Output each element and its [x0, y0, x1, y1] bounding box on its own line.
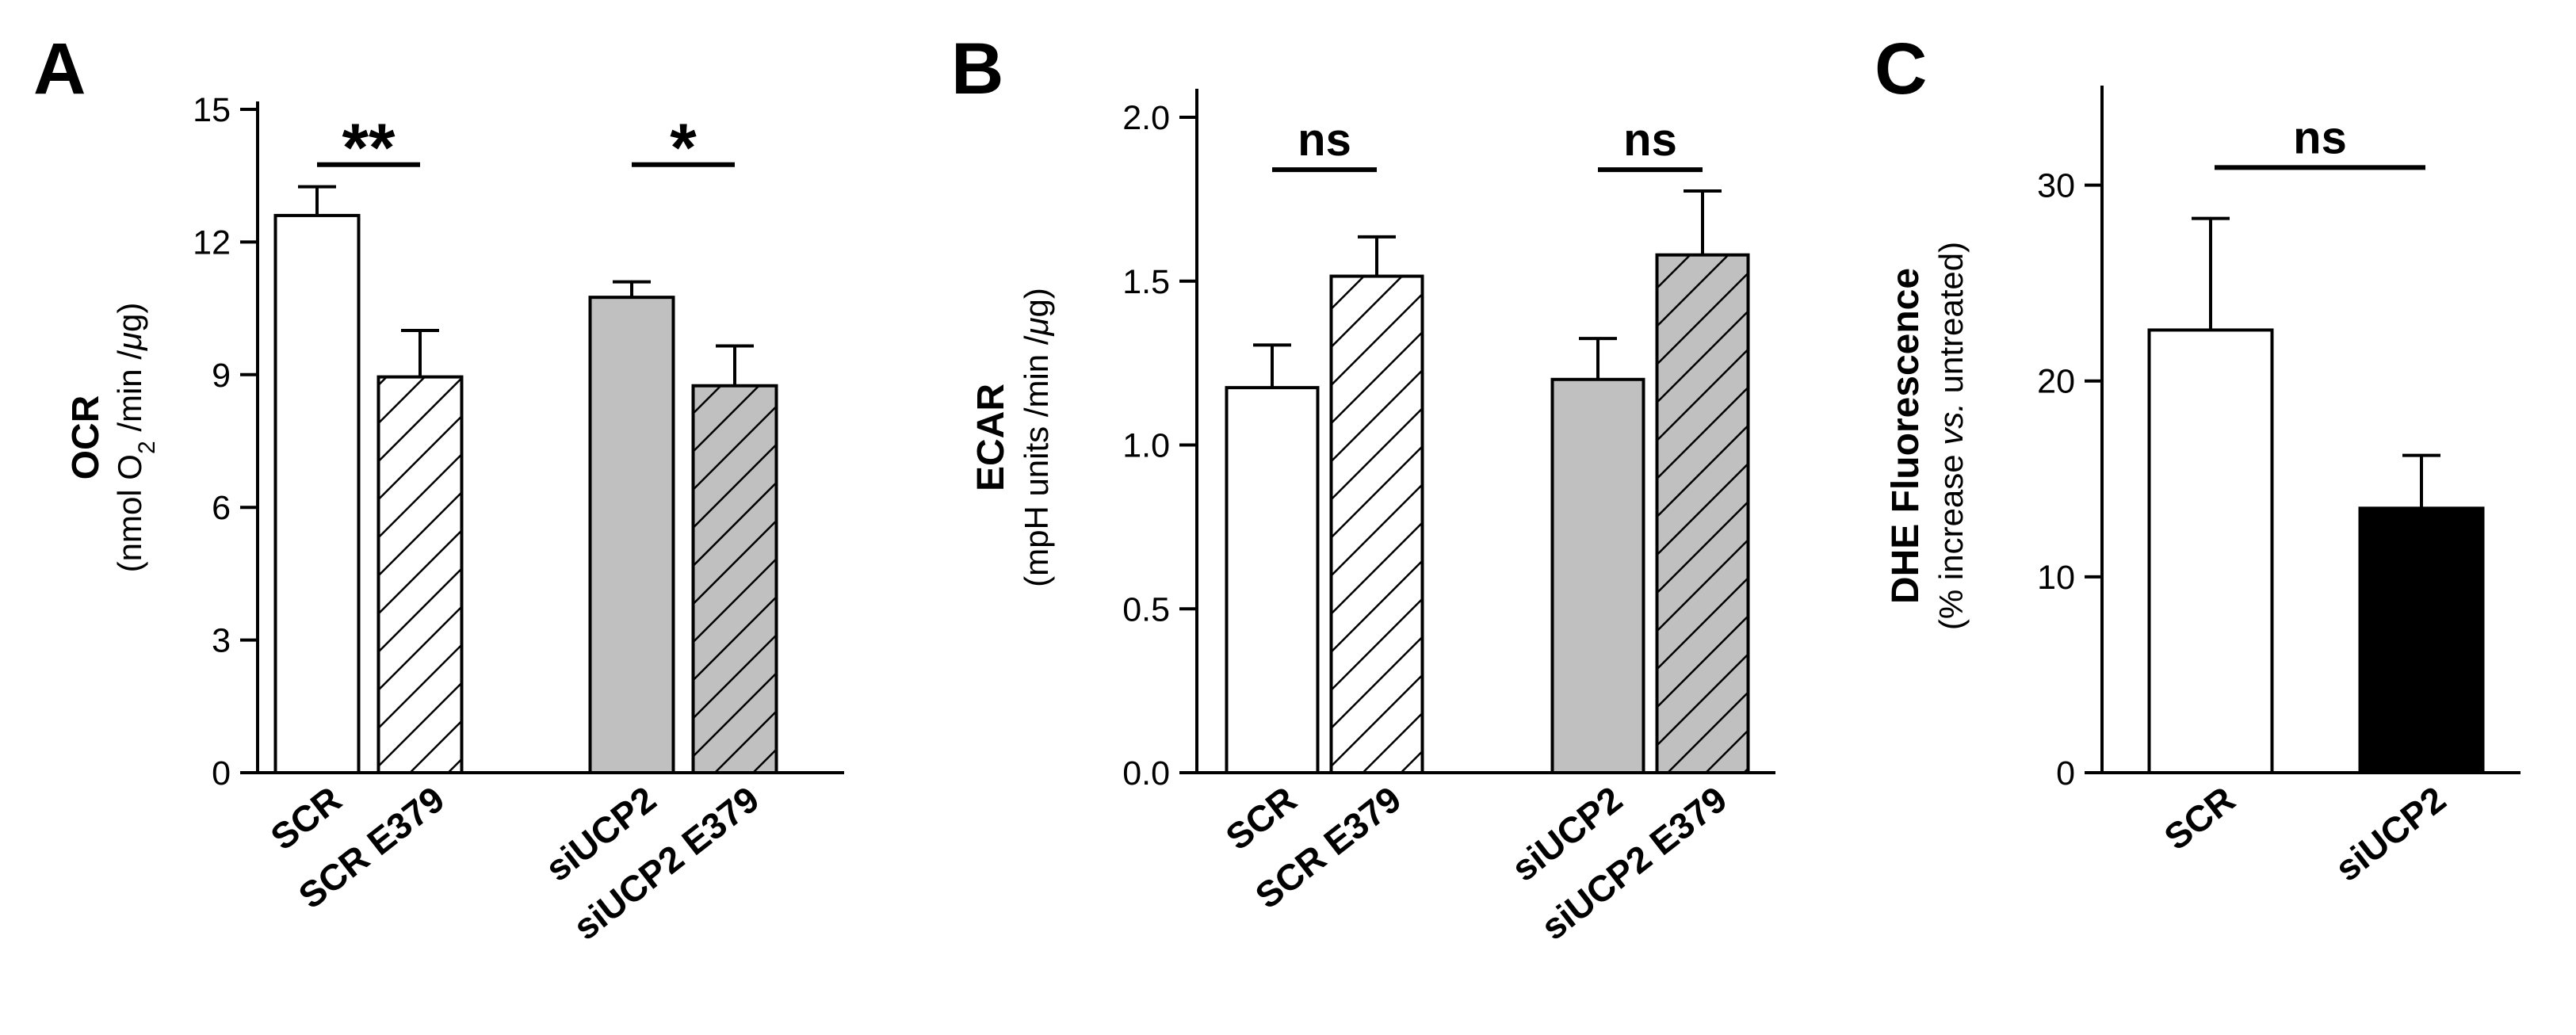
panel-letter-a: A — [33, 29, 86, 109]
y-tick-label: 12 — [193, 223, 231, 262]
panel-b-ylabel: ECAR — [970, 384, 1012, 491]
panel-b-ylabel-sub-part: g) — [1018, 288, 1055, 317]
panel-c-ylabel-sub-part: (% increase — [1932, 445, 1970, 630]
y-tick-label: 6 — [212, 489, 231, 527]
category-label: siUCP2 — [2327, 778, 2453, 889]
y-tick-label: 9 — [212, 357, 231, 395]
panel-letter-b: B — [951, 29, 1003, 109]
panel-b-ylabel-mu: μ — [1018, 317, 1055, 336]
significance-label: ns — [1623, 114, 1677, 166]
significance-label: * — [670, 110, 697, 186]
y-tick-label: 0.5 — [1122, 590, 1170, 628]
bar-scr — [273, 213, 361, 775]
panel-a-ylabel: OCR — [65, 395, 107, 480]
panel-a-ylabel-sub-part: (nmol O — [111, 454, 148, 572]
category-label: SCR — [1218, 778, 1305, 858]
panel-c-ylabel-sub-part: untreated) — [1932, 242, 1970, 403]
significance-label: ns — [2293, 112, 2347, 163]
bar-siucp2 — [2358, 506, 2485, 774]
panel-b-ylabel-sub-part: (mpH units /min / — [1018, 335, 1055, 587]
panel-b-ylabel-sub: (mpH units /min /μg) — [1018, 288, 1055, 587]
y-tick-label: 10 — [2037, 559, 2075, 597]
panel-c-ylabel-vs: vs. — [1932, 403, 1970, 445]
significance-label: ** — [342, 110, 396, 186]
y-tick-label: 1.5 — [1122, 263, 1170, 301]
bar-siucp2-e379 — [1655, 253, 1750, 775]
bar-scr-e379 — [1329, 274, 1424, 774]
panel-a-ylabel-subscript: 2 — [134, 441, 160, 454]
y-tick-label: 1.0 — [1122, 427, 1170, 465]
panel-letter-c: C — [1875, 29, 1927, 109]
y-tick-label: 20 — [2037, 363, 2075, 401]
panel-a-ylabel-sub: (nmol O2 /min /μg) — [111, 303, 160, 573]
y-tick-label: 3 — [212, 622, 231, 660]
y-tick-label: 30 — [2037, 167, 2075, 205]
y-tick-label: 0 — [212, 754, 231, 792]
y-tick-label: 15 — [193, 91, 231, 129]
panel-c-ylabel-sub: (% increase vs. untreated) — [1932, 242, 1970, 630]
panel-c-ylabel: DHE Fluorescence — [1885, 268, 1927, 604]
bar-siucp2 — [1550, 377, 1645, 774]
category-label: SCR — [263, 778, 350, 858]
panel-a-ylabel-mu: μ — [111, 332, 148, 351]
y-tick-label: 2.0 — [1122, 99, 1170, 137]
bar-scr-e379 — [376, 375, 464, 774]
category-label: siUCP2 E379 — [1533, 778, 1734, 948]
panel-a-ylabel-sub-part: /min / — [111, 350, 148, 441]
bar-scr — [2147, 328, 2274, 774]
bar-scr — [1225, 386, 1320, 774]
significance-label: ns — [1298, 114, 1351, 166]
bar-siucp2-e379 — [691, 384, 778, 774]
panel-a-ylabel-sub-part: g) — [111, 303, 148, 332]
y-tick-label: 0.0 — [1122, 754, 1170, 792]
bar-siucp2 — [588, 296, 675, 774]
y-tick-label: 0 — [2056, 754, 2075, 792]
category-label: SCR — [2157, 778, 2243, 858]
